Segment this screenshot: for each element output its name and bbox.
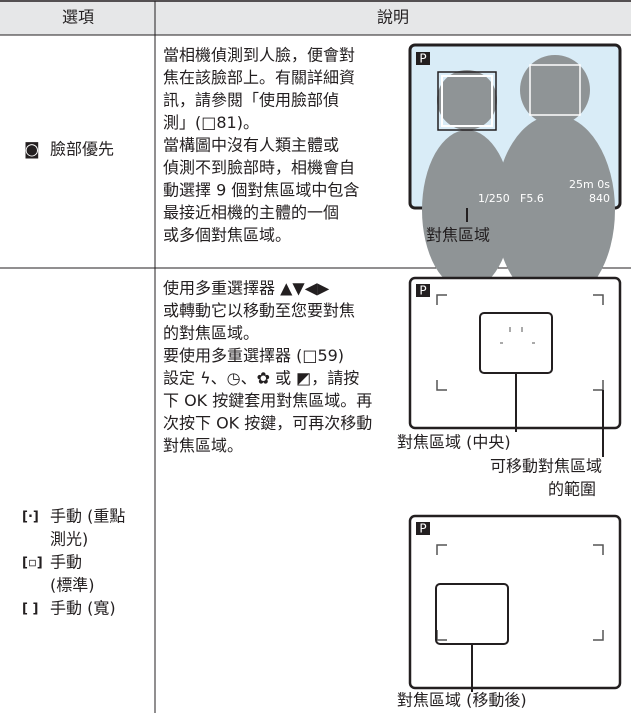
description-line: 偵測不到臉部時，相機會自 [163, 158, 355, 177]
description-line: 當構圖中沒有人類主體或 [163, 136, 339, 155]
description-line: 最接近相機的主體的一個 [163, 203, 339, 222]
option-text: 臉部優先 [50, 140, 114, 159]
camera-screen [408, 43, 622, 305]
description-line: 次按下 OK 按鍵，可再次移動 [163, 414, 372, 433]
screen-info: 25m 0s [569, 178, 610, 191]
option-icon: [ ] [22, 602, 38, 617]
header-option: 選項 [62, 8, 94, 27]
option-text: (標準) [50, 576, 95, 595]
description-line: 焦在該臉部上。有關詳細資 [163, 68, 355, 87]
figure-caption: 對焦區域 [426, 226, 490, 245]
description-line: 的對焦區域。 [163, 324, 259, 343]
option-text: 測光) [50, 530, 88, 549]
option-text: 手動 [50, 553, 82, 572]
option-icon: [·] [22, 510, 39, 525]
description-line: 測」(□81)。 [163, 113, 259, 132]
description-line: 設定 ϟ、◷、✿ 或 ◩，請按 [163, 369, 359, 388]
header-description: 說明 [377, 8, 409, 27]
description-line: 當相機偵測到人臉，便會對 [163, 46, 355, 65]
description-line: 要使用多重選擇器 (□59) [163, 346, 344, 365]
camera-screen [408, 276, 622, 457]
option-icon: ◙ [24, 140, 40, 159]
description-line: 或轉動它以移動至您要對焦 [163, 301, 355, 320]
figure-caption: 對焦區域 (中央) [397, 433, 511, 452]
screen-info: F5.6 [520, 192, 544, 205]
figure-caption: 的範圍 [548, 480, 596, 499]
description-line: 或多個對焦區域。 [163, 226, 291, 245]
figure-caption: 對焦區域 (移動後) [397, 691, 527, 710]
option-icon: [▫] [22, 556, 43, 571]
screen-mode: P [419, 284, 426, 298]
screen-mode: P [419, 52, 426, 66]
description-line: 訊，請參閱「使用臉部偵 [163, 91, 339, 110]
figure-caption: 可移動對焦區域 [490, 457, 602, 476]
description-line: 使用多重選擇器 ▲▼◀▶ [163, 279, 330, 298]
screen-info: 1/250 [478, 192, 510, 205]
option-text: 手動 (重點 [50, 507, 125, 526]
description-line: 對焦區域。 [163, 436, 243, 455]
screen-info: 840 [589, 192, 610, 205]
description-line: 動選擇 9 個對焦區域中包含 [163, 181, 359, 200]
header-bg [0, 0, 631, 35]
option-text: 手動 (寬) [50, 599, 116, 618]
screen-mode: P [419, 522, 426, 536]
camera-screen [408, 514, 622, 692]
description-line: 下 OK 按鍵套用對焦區域。再 [163, 391, 372, 410]
